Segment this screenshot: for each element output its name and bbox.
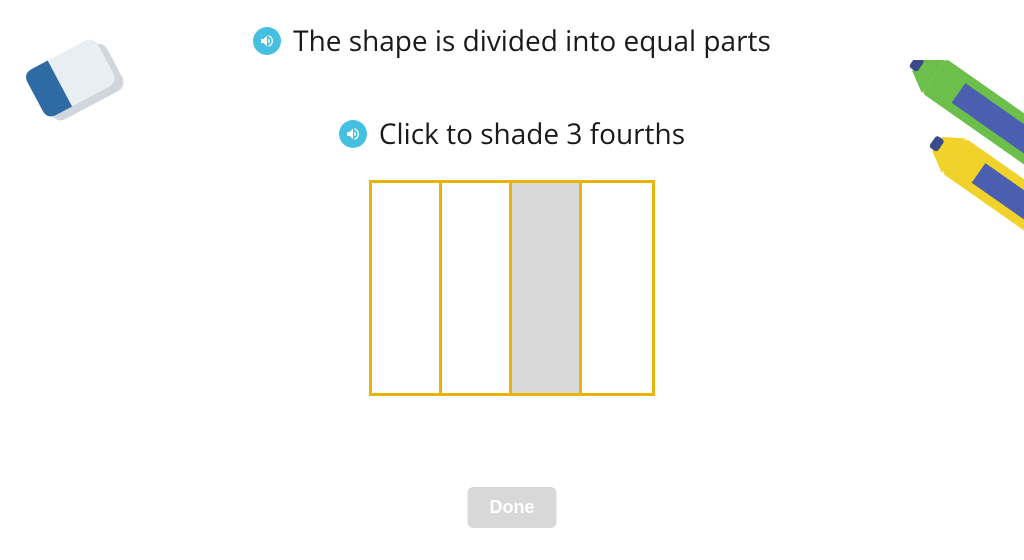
instruction-text-2: Click to shade 3 fourths <box>379 115 685 153</box>
audio-icon[interactable] <box>253 27 281 55</box>
instruction-row-2: Click to shade 3 fourths <box>0 115 1024 153</box>
instruction-text-1: The shape is divided into equal parts <box>293 22 771 60</box>
audio-icon[interactable] <box>339 120 367 148</box>
fraction-shape <box>369 180 655 396</box>
shape-part-2[interactable] <box>442 183 512 393</box>
shape-part-3[interactable] <box>512 183 582 393</box>
instruction-row-1: The shape is divided into equal parts <box>0 22 1024 60</box>
markers-decoration <box>864 60 1024 280</box>
shape-part-1[interactable] <box>372 183 442 393</box>
shape-part-4[interactable] <box>582 183 652 393</box>
done-button[interactable]: Done <box>468 487 557 528</box>
